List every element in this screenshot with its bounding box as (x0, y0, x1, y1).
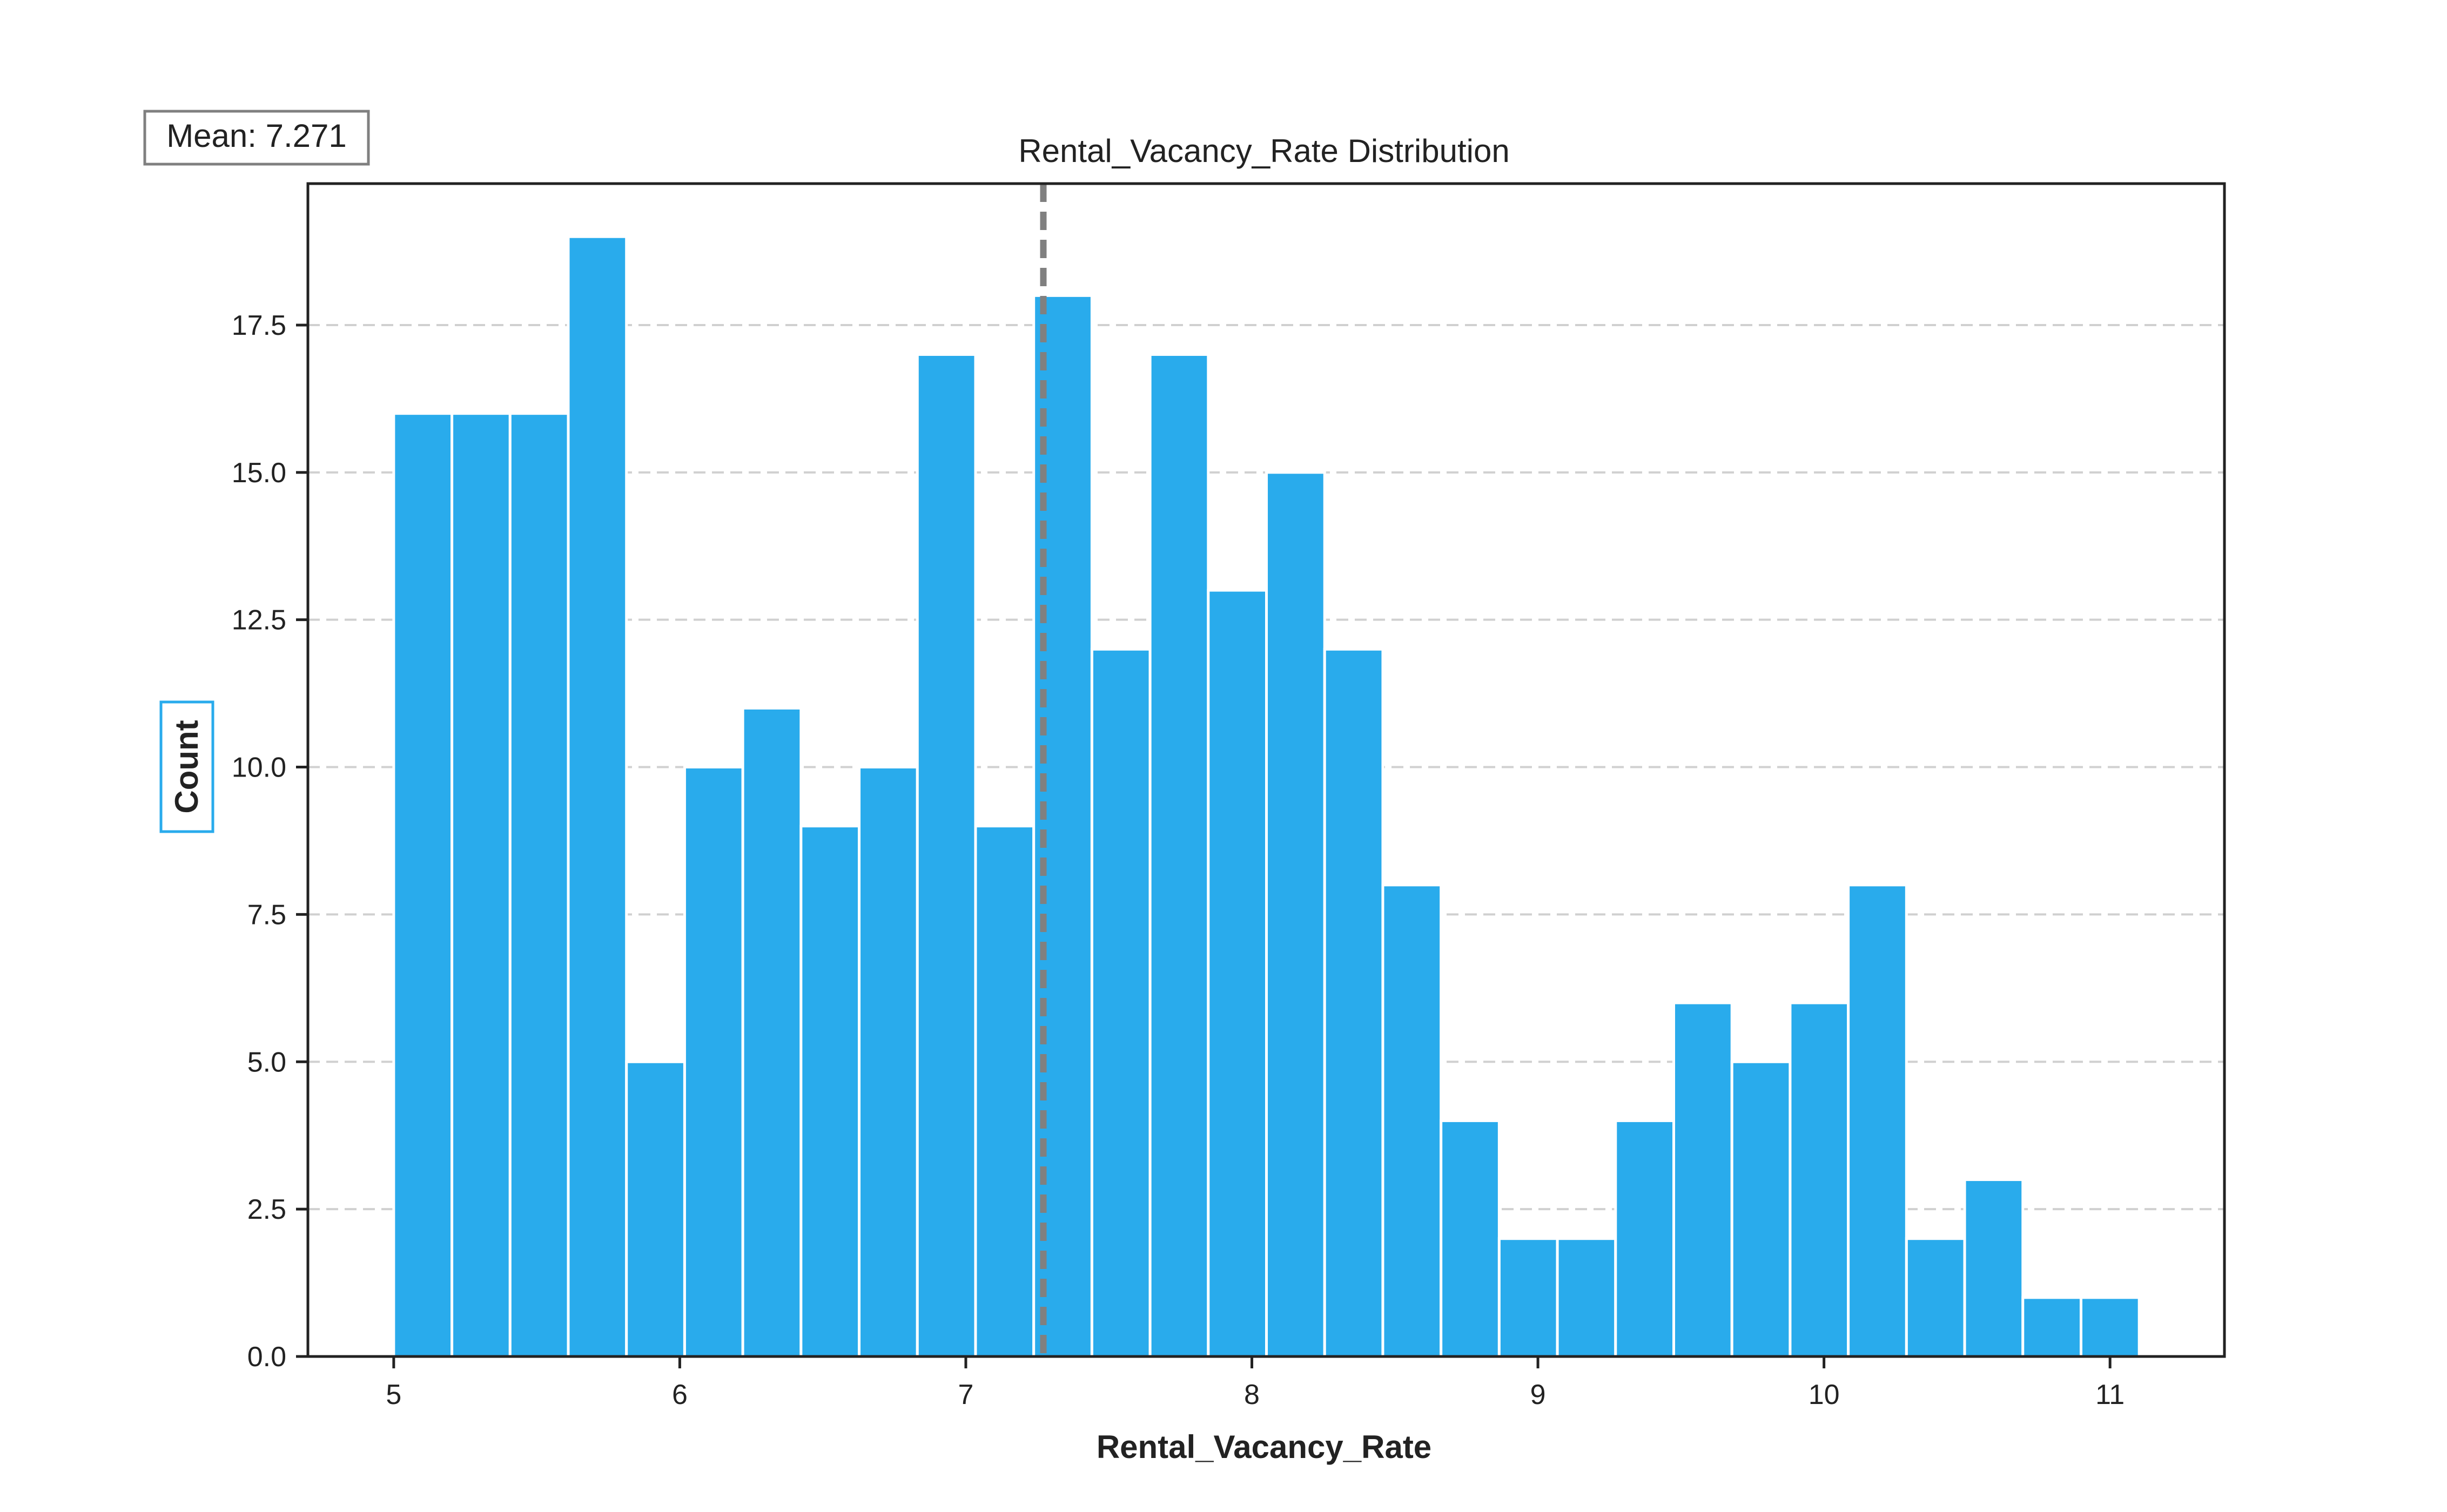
y-tick-label: 15.0 (232, 457, 286, 489)
chart-title: Rental_Vacancy_Rate Distribution (1018, 133, 1509, 169)
x-tick-label: 10 (1809, 1379, 1840, 1410)
histogram-bar (392, 412, 454, 1358)
histogram-bar (1963, 1178, 2025, 1358)
histogram-bar (1672, 1001, 1733, 1358)
x-tick-label: 5 (386, 1379, 401, 1410)
histogram-bar (1148, 353, 1210, 1358)
histogram-bar (1789, 1001, 1850, 1358)
x-axis-ticks: 5 6 7 8 9 10 11 (386, 1356, 2125, 1410)
histogram-bar (1323, 647, 1384, 1358)
histogram-bar (2079, 1296, 2141, 1358)
y-tick-label: 7.5 (247, 899, 286, 930)
mean-annotation-box (143, 110, 370, 166)
histogram-bar (1381, 883, 1443, 1358)
plot-frame (306, 182, 2226, 1358)
histogram-bar (567, 235, 628, 1358)
y-tick-label: 12.5 (232, 605, 286, 636)
y-axis-label-box (159, 700, 214, 833)
x-axis-label: Rental_Vacancy_Rate (1097, 1429, 1431, 1465)
histogram-bar (1905, 1237, 1966, 1358)
x-tick-label: 6 (672, 1379, 688, 1410)
x-tick-label: 8 (1244, 1379, 1260, 1410)
histogram-bar (1497, 1237, 1559, 1358)
histogram-bar (916, 353, 977, 1358)
y-tick-label: 17.5 (232, 310, 286, 341)
y-axis-label: Count (169, 720, 205, 813)
histogram-bar (683, 766, 744, 1358)
histogram-bar (508, 412, 570, 1358)
y-axis-ticks: 0.0 2.5 5.0 7.5 10.0 12.5 15.0 17.5 (232, 310, 308, 1373)
y-tick-label: 5.0 (247, 1047, 286, 1078)
histogram-bar (1090, 647, 1152, 1358)
x-tick-label: 7 (958, 1379, 974, 1410)
x-tick-label: 11 (2095, 1379, 2125, 1410)
histogram-bar (1614, 1119, 1676, 1358)
bars (392, 235, 2141, 1358)
histogram-bar (858, 766, 919, 1358)
y-tick-label: 2.5 (247, 1194, 286, 1225)
mean-annotation: Mean: 7.271 (166, 118, 347, 154)
histogram-bar (1440, 1119, 1501, 1358)
histogram-bar (1847, 883, 1908, 1358)
histogram-bar (2021, 1296, 2082, 1358)
x-tick-label: 9 (1530, 1379, 1546, 1410)
histogram-bar (1265, 471, 1326, 1358)
histogram-bar (799, 825, 861, 1358)
histogram-bar (451, 412, 512, 1358)
histogram-bar (625, 1060, 686, 1358)
histogram-bar (741, 706, 803, 1358)
y-tick-label: 10.0 (232, 752, 286, 784)
y-tick-label: 0.0 (247, 1341, 286, 1373)
histogram-bar (1730, 1060, 1792, 1358)
histogram-bar (974, 825, 1036, 1358)
histogram-bar (1207, 589, 1268, 1358)
histogram-bar (1556, 1237, 1617, 1358)
